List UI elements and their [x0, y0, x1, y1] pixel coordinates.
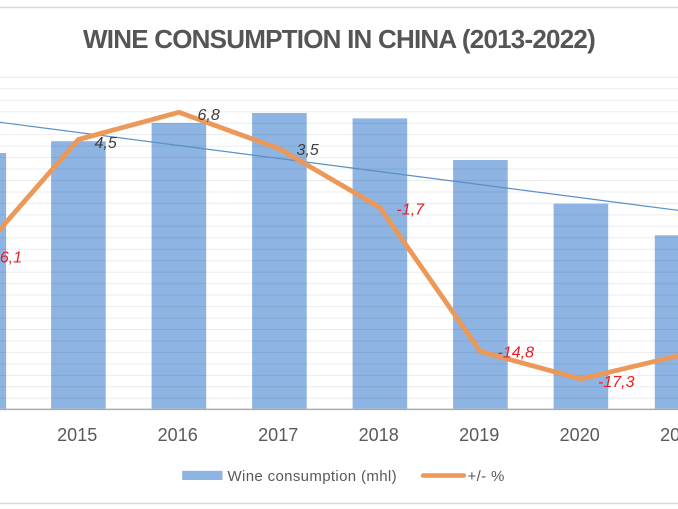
svg-text:-17,3: -17,3 — [598, 374, 635, 391]
svg-text:2018: 2018 — [359, 425, 399, 445]
svg-text:-14,8: -14,8 — [498, 345, 535, 362]
svg-text:2016: 2016 — [158, 425, 198, 445]
svg-text:2015: 2015 — [57, 425, 97, 445]
svg-text:-6,1: -6,1 — [0, 250, 22, 267]
svg-text:-1,7: -1,7 — [397, 202, 426, 219]
svg-text:3,5: 3,5 — [297, 142, 319, 159]
svg-text:2019: 2019 — [459, 425, 499, 445]
svg-text:2017: 2017 — [258, 425, 298, 445]
svg-text:Wine consumption (mhl): Wine consumption (mhl) — [228, 468, 397, 485]
svg-text:WINE CONSUMPTION IN CHINA (201: WINE CONSUMPTION IN CHINA (2013-2022) — [83, 24, 595, 54]
svg-text:4,5: 4,5 — [95, 135, 117, 152]
svg-text:2021: 2021 — [660, 425, 678, 445]
svg-text:2020: 2020 — [560, 425, 600, 445]
svg-text:6,8: 6,8 — [198, 107, 220, 124]
svg-text:+/- %: +/- % — [468, 468, 505, 485]
